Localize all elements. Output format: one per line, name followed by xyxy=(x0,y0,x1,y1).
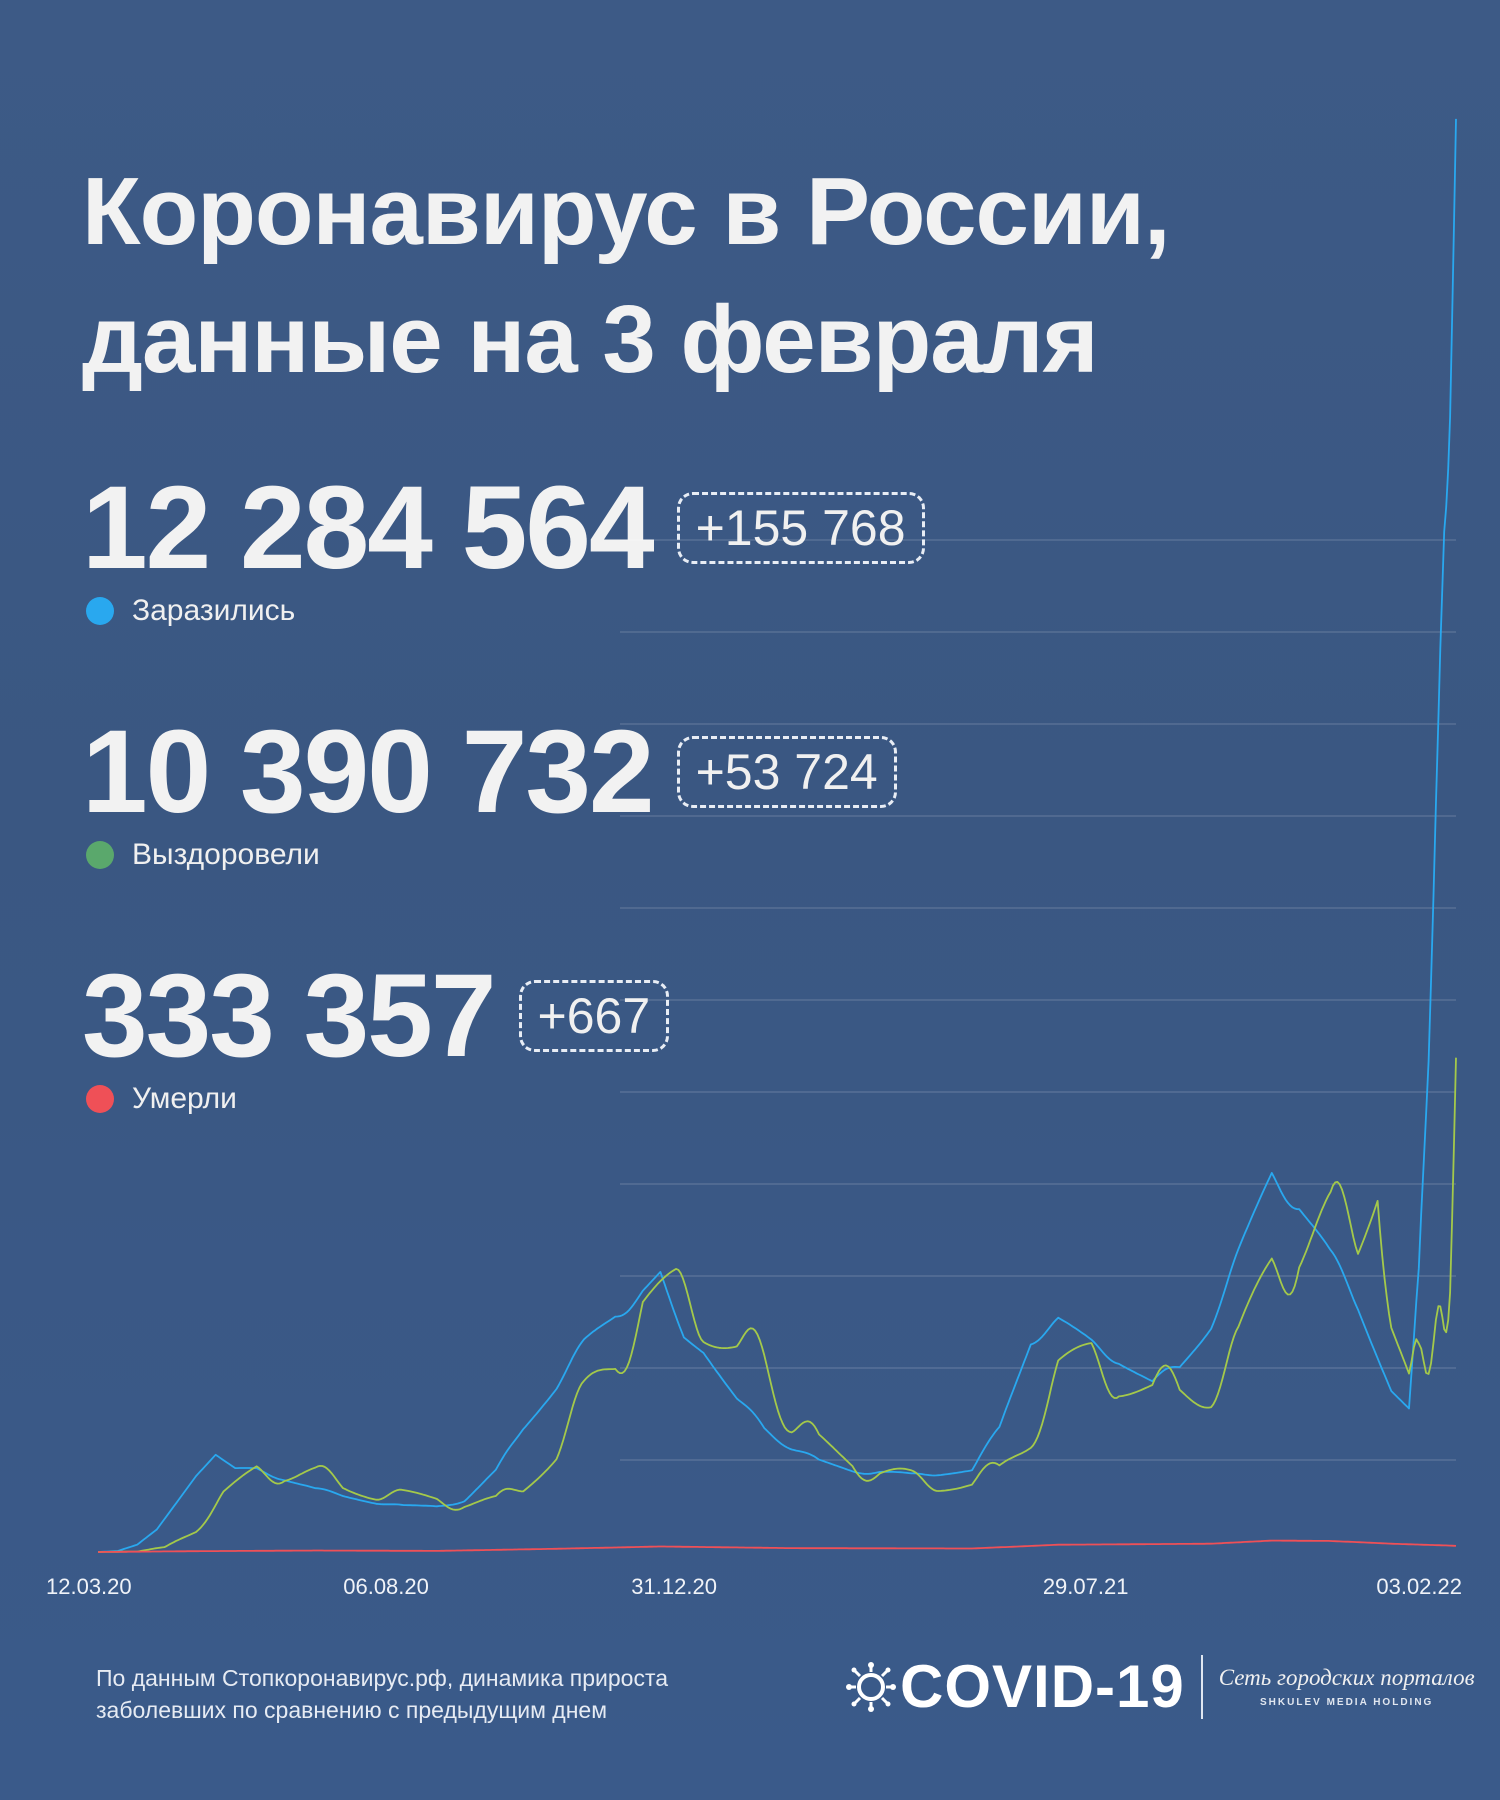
recovered-label: Выздоровели xyxy=(132,838,320,871)
brand-holding: SHKULEV MEDIA HOLDING xyxy=(1260,1697,1434,1708)
brand-block: COVID-19 Сеть городских порталов SHKULEV… xyxy=(846,1652,1475,1721)
title-line-2: данные на 3 февраля xyxy=(82,286,1099,393)
virus-icon xyxy=(846,1661,896,1712)
stat-recovered: 10 390 732 +53 724 Выздоровели xyxy=(82,712,897,872)
footnote-line-2: заболевших по сравнению с предыдущим дне… xyxy=(96,1697,608,1723)
footnote-line-1: По данным Стопкоронавирус.рф, динамика п… xyxy=(96,1665,669,1691)
source-footnote: По данным Стопкоронавирус.рф, динамика п… xyxy=(96,1662,816,1726)
deaths-delta-badge: +667 xyxy=(518,980,670,1052)
covid-logo-text: COVID-19 xyxy=(900,1653,1185,1720)
x-tick-label: 03.02.22 xyxy=(1376,1574,1462,1599)
chart-lines xyxy=(97,118,1457,1553)
x-tick-label: 29.07.21 xyxy=(1043,1574,1129,1599)
deaths-total: 333 357 xyxy=(82,950,497,1082)
legend-dot-deaths xyxy=(86,1085,114,1113)
stat-deaths: 333 357 +667 Умерли xyxy=(82,950,670,1116)
stat-infected: 12 284 564 +155 768 Заразились xyxy=(82,468,925,628)
x-axis-ticks: 12.03.20 06.08.20 31.12.20 29.07.21 03.02.22 xyxy=(46,1574,1462,1599)
infected-label: Заразились xyxy=(132,594,296,627)
series-line-1 xyxy=(98,1057,1457,1553)
series-line-2 xyxy=(98,1539,1457,1553)
x-tick-label: 12.03.20 xyxy=(46,1574,132,1599)
chart-grid xyxy=(620,539,1456,1461)
brand-subtitle: Сеть городских порталов xyxy=(1218,1665,1475,1690)
legend-dot-infected xyxy=(86,597,114,625)
x-tick-label: 06.08.20 xyxy=(343,1574,429,1599)
page-title: Коронавирус в России, данные на 3 феврал… xyxy=(82,148,1171,404)
infected-total: 12 284 564 xyxy=(82,462,655,594)
series-line-0 xyxy=(97,118,1457,1553)
recovered-total: 10 390 732 xyxy=(82,706,655,838)
legend-dot-recovered xyxy=(86,841,114,869)
deaths-label: Умерли xyxy=(132,1082,237,1115)
title-line-1: Коронавирус в России, xyxy=(82,158,1171,265)
infected-delta-badge: +155 768 xyxy=(676,492,925,564)
x-tick-label: 31.12.20 xyxy=(631,1574,717,1599)
brand-divider xyxy=(1200,1654,1203,1719)
recovered-delta-badge: +53 724 xyxy=(676,736,897,808)
